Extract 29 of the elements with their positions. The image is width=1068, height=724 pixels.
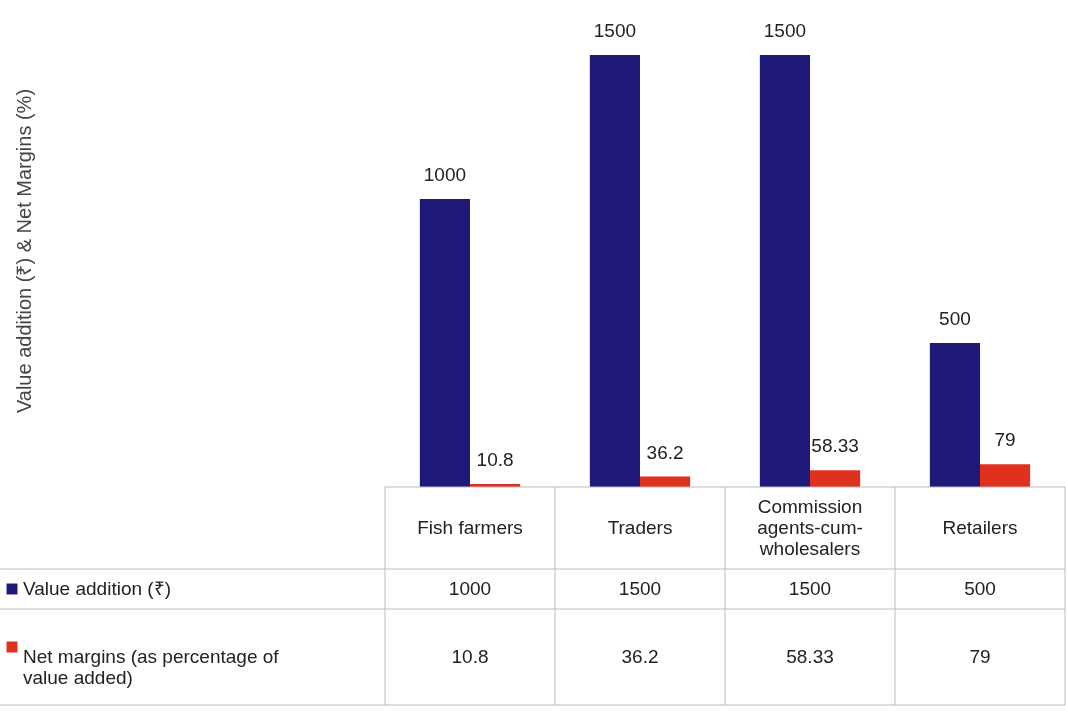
x-tick-label: Fish farmers — [417, 517, 523, 538]
text: 500 — [939, 308, 971, 329]
bar — [419, 199, 470, 487]
bar — [759, 55, 810, 487]
text: 10.8 — [476, 448, 514, 470]
data-label: 1500 — [788, 578, 832, 599]
legend-label: Value addition (₹) — [23, 578, 171, 599]
data-label: 1500 — [618, 578, 662, 599]
x-tick-label: Retailers — [942, 517, 1018, 538]
data-label: 1000 — [448, 578, 492, 599]
x-tick-label: Traders — [607, 517, 673, 538]
x-tick-label: Commission agents-cum-wholesalers — [757, 496, 863, 559]
text: 1500 — [763, 20, 807, 41]
data-label: 500 — [964, 578, 996, 599]
data-label: 36.2 — [621, 646, 659, 667]
data-label: 58.33 — [786, 646, 834, 667]
bar — [980, 464, 1031, 487]
data-label: 10.8 — [451, 646, 489, 667]
legend-label: Net margins (as percentage of value added) — [23, 646, 280, 688]
text: 1000 — [423, 164, 467, 185]
text: 1500 — [593, 20, 637, 41]
bar — [929, 343, 980, 487]
text: 58.33 — [811, 435, 859, 457]
text: Value addition (₹) & Net Margins (%) — [13, 88, 35, 414]
bar — [589, 55, 640, 487]
bar — [810, 470, 861, 487]
text: 36.2 — [646, 441, 684, 463]
text: 79 — [994, 429, 1016, 451]
data-label: 79 — [969, 646, 991, 667]
